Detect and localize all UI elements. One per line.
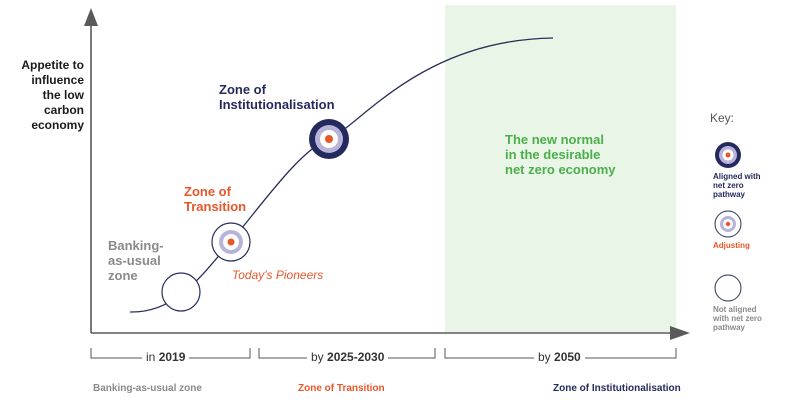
period-2019: in 2019 <box>142 350 190 364</box>
zone-of-transition-label: Zone of Transition <box>184 184 247 214</box>
bottom-banking-label: Banking-as-usual zone <box>93 383 202 394</box>
x-axis-arrow-icon <box>670 326 690 340</box>
bottom-transition-label: Zone of Transition <box>298 383 385 394</box>
new-normal-zone-bg <box>445 5 676 332</box>
key-not-aligned-label: Not aligned with net zero pathway <box>713 305 762 332</box>
key-adjusting-label: Adjusting <box>713 241 750 250</box>
aligned-marker <box>309 119 349 159</box>
key-adjusting-icon <box>714 210 742 238</box>
y-axis-label: Appetite to influence the low carbon eco… <box>21 58 84 132</box>
key-aligned-icon <box>715 142 741 168</box>
bottom-institutionalisation-label: Zone of Institutionalisation <box>553 383 681 394</box>
banking-as-usual-label: Banking- as-usual zone <box>108 238 164 283</box>
period-2050: by 2050 <box>534 350 585 364</box>
zone-of-institutionalisation-label: Zone of Institutionalisation <box>219 82 335 112</box>
y-axis-arrow-icon <box>84 8 98 26</box>
key-title: Key: <box>710 111 735 125</box>
new-normal-label: The new normal in the desirable net zero… <box>505 132 616 177</box>
period-2025-2030: by 2025-2030 <box>307 350 389 364</box>
todays-pioneers-label: Today's Pioneers <box>232 268 324 282</box>
not-aligned-marker <box>161 272 201 312</box>
key-not-aligned-icon <box>714 274 742 302</box>
key-aligned-label: Aligned with net zero pathway <box>713 172 761 199</box>
adjusting-marker <box>211 222 251 262</box>
